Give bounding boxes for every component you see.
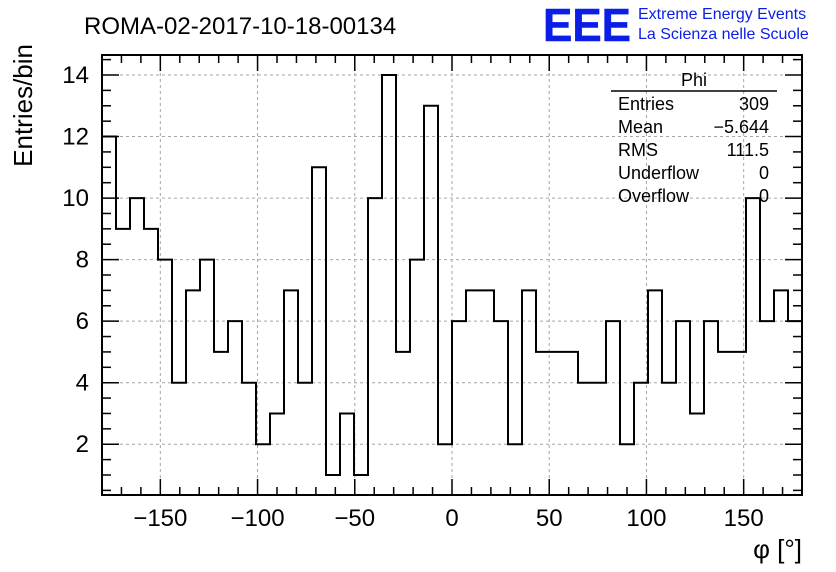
histogram-bin bbox=[102, 137, 116, 495]
y-tick-label: 12 bbox=[62, 124, 89, 151]
x-tick-label: 0 bbox=[445, 505, 458, 532]
histogram-bars bbox=[101, 74, 803, 495]
stats-box-title: Phi bbox=[681, 70, 707, 90]
y-tick-label: 4 bbox=[76, 370, 89, 397]
histogram-bin bbox=[144, 229, 158, 495]
histogram-bin bbox=[564, 352, 578, 495]
eee-logo-line1: Extreme Energy Events bbox=[638, 6, 806, 23]
axes bbox=[101, 54, 803, 496]
stats-row-value: −5.644 bbox=[713, 117, 769, 137]
histogram-bin bbox=[746, 198, 760, 495]
histogram-bin bbox=[410, 260, 424, 495]
histogram-bin bbox=[676, 321, 690, 495]
y-tick-label: 14 bbox=[62, 62, 89, 89]
eee-logo-mark: EEE bbox=[543, 0, 631, 51]
y-tick-label: 2 bbox=[76, 431, 89, 458]
stats-box: Phi Entries 309 Mean −5.644 RMS 111.5 Underflo… bbox=[611, 70, 777, 206]
histogram-bin bbox=[354, 475, 368, 495]
x-tick-label: −100 bbox=[231, 505, 285, 532]
histogram-bin bbox=[704, 321, 718, 495]
histogram-bin bbox=[662, 383, 676, 495]
histogram-bin bbox=[634, 383, 648, 495]
histogram-bin bbox=[438, 444, 452, 495]
histogram-bin bbox=[200, 260, 214, 495]
stats-rows: Entries 309 Mean −5.644 RMS 111.5 Underflow 0 Ov… bbox=[618, 94, 769, 206]
stats-row-label: RMS bbox=[618, 140, 658, 160]
x-tick-label: 50 bbox=[536, 505, 563, 532]
eee-logo-line2: La Scienza nelle Scuole bbox=[638, 26, 809, 43]
histogram-bin bbox=[228, 321, 242, 495]
stats-row-label: Entries bbox=[618, 94, 674, 114]
eee-logo: EEE Extreme Energy Events La Scienza nel… bbox=[543, 0, 809, 51]
histogram-bin bbox=[270, 413, 284, 495]
histogram-bin bbox=[214, 352, 228, 495]
histogram-bin bbox=[760, 321, 774, 495]
histogram-bin bbox=[340, 413, 354, 495]
histogram-bin bbox=[592, 383, 606, 495]
x-tick-label: −150 bbox=[133, 505, 187, 532]
y-tick-label: 6 bbox=[76, 308, 89, 335]
histogram-bin bbox=[550, 352, 564, 495]
stats-row-label: Overflow bbox=[618, 186, 690, 206]
histogram-bin bbox=[326, 475, 340, 495]
stats-row-value: 0 bbox=[759, 163, 769, 183]
histogram-bin bbox=[452, 321, 466, 495]
histogram-line bbox=[101, 74, 803, 495]
stats-row-value: 0 bbox=[759, 186, 769, 206]
histogram-bin bbox=[690, 413, 704, 495]
histogram-bin bbox=[116, 229, 130, 495]
histogram-bin bbox=[298, 383, 312, 495]
histogram-bin bbox=[130, 198, 144, 495]
stats-row-label: Mean bbox=[618, 117, 663, 137]
histogram-bin bbox=[788, 321, 802, 495]
y-tick-label: 8 bbox=[76, 247, 89, 274]
y-axis-label: Entries/bin bbox=[8, 44, 38, 167]
x-tick-label: −50 bbox=[334, 505, 375, 532]
histogram-bin bbox=[172, 383, 186, 495]
stats-row-label: Underflow bbox=[618, 163, 700, 183]
histogram-bin bbox=[578, 383, 592, 495]
histogram-bin bbox=[424, 106, 438, 495]
x-tick-label: 150 bbox=[724, 505, 764, 532]
stats-row-value: 309 bbox=[739, 94, 769, 114]
histogram-bin bbox=[242, 383, 256, 495]
chart-title: ROMA-02-2017-10-18-00134 bbox=[84, 13, 396, 40]
histogram-bin bbox=[396, 352, 410, 495]
histogram-bin bbox=[312, 167, 326, 495]
y-tick-label: 10 bbox=[62, 185, 89, 212]
histogram-bin bbox=[382, 75, 396, 495]
histogram-bin bbox=[494, 321, 508, 495]
x-axis-label: φ [°] bbox=[753, 534, 802, 564]
histogram-bin bbox=[368, 198, 382, 495]
x-tick-label: 100 bbox=[626, 505, 666, 532]
histogram-bin bbox=[536, 352, 550, 495]
histogram-bin bbox=[606, 321, 620, 495]
histogram-bin bbox=[718, 352, 732, 495]
tick-labels: −150 −100 −50 0 50 100 150 2 4 6 8 10 12 14 bbox=[62, 62, 763, 532]
stats-row-value: 111.5 bbox=[727, 140, 769, 160]
